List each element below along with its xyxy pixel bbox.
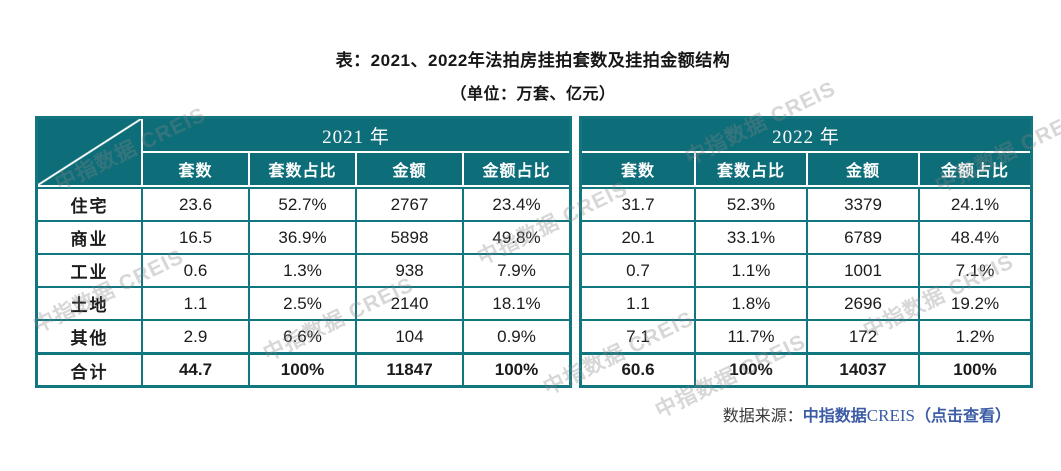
table-2021-section: 2021 年套数 套数占比 金额 金额占比住宅 23.6 52.7% 2767 23.4% 商业… (35, 116, 572, 388)
cell-value-2021: 11847 (355, 352, 462, 385)
table-unit-subtitle: （单位：万套、亿元） (450, 86, 616, 103)
cell-value-2021: 104 (355, 319, 462, 352)
cell-value-2022: 6789 (806, 220, 918, 253)
auction-structure-table: 2021 年套数 套数占比 金额 金额占比 住宅 23.6 52.7% 2767 23.4% 商业… (35, 116, 1033, 388)
cell-value-2022: 14037 (806, 352, 918, 385)
source-prefix-label: 数据来源： (722, 408, 803, 425)
cell-value-2022: 7.1% (918, 253, 1030, 286)
cell-value-2021: 0.9% (462, 319, 569, 352)
table-title: 表：2021、2022年法拍房挂拍套数及挂拍金额结构 (335, 51, 731, 70)
cell-value-2022: 1.8% (694, 286, 806, 319)
cell-value-2021: 49.8% (462, 220, 569, 253)
cell-value-2021: 44.7 (141, 352, 248, 385)
cell-value-2022: 60.6 (582, 352, 694, 385)
figure-content: 表：2021、2022年法拍房挂拍套数及挂拍金额结构 （单位：万套、亿元） 20… (35, 0, 1033, 426)
cell-value-2021: 2140 (355, 286, 462, 319)
cell-value-2021: 938 (355, 253, 462, 286)
cell-value-2022: 7.1 (582, 319, 694, 352)
cell-value-2021: 23.4% (462, 187, 569, 220)
column-header: 金额占比 (462, 153, 569, 187)
cell-value-2021: 5898 (355, 220, 462, 253)
cell-value-2022: 100% (694, 352, 806, 385)
cell-value-2021: 23.6 (141, 187, 248, 220)
cell-value-2022: 33.1% (694, 220, 806, 253)
column-header: 套数占比 (694, 153, 806, 187)
cell-value-2021: 7.9% (462, 253, 569, 286)
cell-value-2021: 2.9 (141, 319, 248, 352)
row-label: 商业 (38, 220, 141, 253)
cell-value-2022: 3379 (806, 187, 918, 220)
column-header: 套数 (141, 153, 248, 187)
cell-value-2022: 20.1 (582, 220, 694, 253)
cell-value-2022: 48.4% (918, 220, 1030, 253)
column-header: 金额 (806, 153, 918, 187)
cell-value-2022: 100% (918, 352, 1030, 385)
cell-value-2022: 31.7 (582, 187, 694, 220)
data-source-line: 数据来源：中指数据CREIS（点击查看） (35, 402, 1031, 426)
cell-value-2021: 100% (462, 352, 569, 385)
click-to-view-link[interactable]: （点击查看） (914, 408, 1011, 425)
cell-value-2021: 2767 (355, 187, 462, 220)
source-name-link[interactable]: 中指数据 (802, 408, 867, 425)
cell-value-2021: 18.1% (462, 286, 569, 319)
cell-value-2022: 52.3% (694, 187, 806, 220)
cell-value-2021: 100% (248, 352, 355, 385)
cell-value-2022: 1.1% (694, 253, 806, 286)
column-header: 金额 (355, 153, 462, 187)
cell-value-2021: 6.6% (248, 319, 355, 352)
column-header: 套数占比 (248, 153, 355, 187)
cell-value-2021: 1.3% (248, 253, 355, 286)
cell-value-2022: 19.2% (918, 286, 1030, 319)
cell-value-2021: 1.1 (141, 286, 248, 319)
cell-value-2021: 36.9% (248, 220, 355, 253)
cell-value-2022: 24.1% (918, 187, 1030, 220)
cell-value-2022: 1001 (806, 253, 918, 286)
row-label: 工业 (38, 253, 141, 286)
row-label: 住宅 (38, 187, 141, 220)
cell-value-2022: 11.7% (694, 319, 806, 352)
cell-value-2021: 2.5% (248, 286, 355, 319)
table-2022-section: 2022 年套数 套数占比 金额 金额占比 31.7 52.3% 3379 24.1% 20.1… (579, 116, 1033, 388)
row-label: 土地 (38, 286, 141, 319)
column-header: 套数 (582, 153, 694, 187)
cell-value-2022: 0.7 (582, 253, 694, 286)
cell-value-2021: 0.6 (141, 253, 248, 286)
cell-value-2021: 16.5 (141, 220, 248, 253)
row-label: 合计 (38, 352, 141, 385)
column-header: 金额占比 (918, 153, 1030, 187)
year-header-2022: 2022 年 (582, 119, 1030, 153)
cell-value-2022: 172 (806, 319, 918, 352)
source-name-en-link[interactable]: CREIS (866, 406, 915, 425)
corner-diagonal-cell (38, 119, 141, 187)
cell-value-2021: 52.7% (248, 187, 355, 220)
cell-value-2022: 2696 (806, 286, 918, 319)
year-header-2021: 2021 年 (141, 119, 569, 153)
row-label: 其他 (38, 319, 141, 352)
cell-value-2022: 1.2% (918, 319, 1030, 352)
cell-value-2022: 1.1 (582, 286, 694, 319)
